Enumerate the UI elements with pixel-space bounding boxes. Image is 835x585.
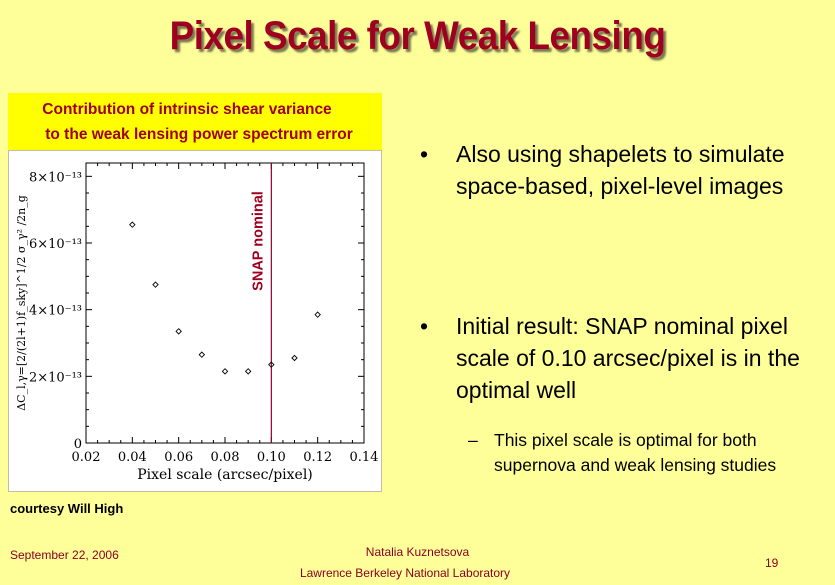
x-tick-label: 0.06 [164, 450, 193, 465]
sub-bullet-text: This pixel scale is optimal for both sup… [494, 430, 777, 475]
x-tick-label: 0.04 [118, 450, 147, 465]
data-point [268, 361, 275, 368]
bullet-text-2: Initial result: SNAP nominal pixel scale… [456, 313, 800, 403]
y-tick-label: 6×10⁻¹³ [29, 237, 82, 252]
bullet-dot-icon: • [420, 313, 429, 339]
figure-caption-line1: Contribution of intrinsic shear variance [42, 101, 332, 118]
bullet-dot-icon: • [420, 141, 429, 167]
figure-caption-line2: to the weak lensing power spectrum error [45, 126, 353, 143]
x-tick-label: 0.14 [350, 450, 379, 465]
footer-page-number: 19 [765, 556, 779, 570]
scatter-plot-frame: 0.02 0.04 0.06 0.08 0.10 0.12 0.14 0 2×10⁻¹³ 4×10… [8, 150, 382, 492]
data-point [129, 221, 136, 228]
x-tick-label: 0.02 [72, 450, 101, 465]
data-point [198, 351, 206, 358]
sub-bullet-dash-icon: – [468, 430, 478, 450]
figure-credit: courtesy Will High [10, 501, 124, 516]
footer-lab: Lawrence Berkeley National Laboratory [299, 566, 511, 580]
slide-title: Pixel Scale for Weak Lensing [169, 14, 666, 58]
bullet-text-1: Also using shapelets to simulate space-b… [456, 141, 785, 199]
y-tick-label: 0 [74, 437, 82, 452]
footer-date: September 22, 2006 [10, 548, 119, 562]
data-point [291, 354, 298, 362]
x-axis-label: Pixel scale (arcsec/pixel) [137, 467, 313, 483]
y-tick-label: 4×10⁻¹³ [29, 304, 82, 319]
footer-author: Natalia Kuznetsova [365, 545, 470, 559]
data-point [175, 328, 182, 335]
figure-caption-box: Contribution of intrinsic shear variance… [8, 93, 382, 150]
data-point [221, 368, 229, 375]
x-tick-label: 0.12 [303, 450, 332, 465]
y-axis-label: ΔC_l,γ=[2/(2l+1)f_sky]^1/2 σ_γ² /2n_g [15, 195, 28, 411]
x-tick-label: 0.08 [211, 450, 240, 465]
scatter-plot: 0.02 0.04 0.06 0.08 0.10 0.12 0.14 0 2×10⁻¹³ 4×10… [15, 162, 379, 483]
data-point [244, 368, 252, 375]
y-tick-label: 8×10⁻¹³ [29, 170, 82, 185]
x-tick-label: 0.10 [257, 450, 286, 465]
plot-axes-box [85, 162, 365, 444]
data-point [152, 281, 159, 288]
data-point [314, 311, 321, 318]
snap-nominal-label: SNAP nominal [250, 191, 266, 291]
y-tick-label: 2×10⁻¹³ [29, 370, 82, 385]
